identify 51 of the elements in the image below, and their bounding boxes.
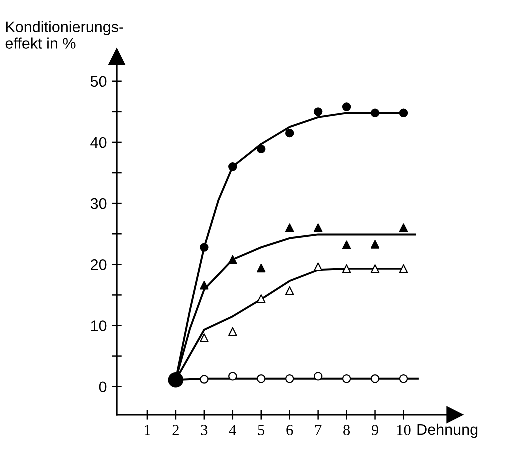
y-axis-title: Konditionierungs- effekt in % [6, 21, 124, 49]
x-tick-label: 10 [397, 425, 411, 436]
x-tick-label: 6 [286, 425, 294, 436]
point [228, 162, 238, 172]
point [342, 264, 352, 274]
point [200, 281, 209, 290]
point [228, 327, 238, 336]
point [200, 334, 209, 342]
point [342, 374, 352, 384]
point [342, 102, 352, 112]
point [399, 374, 408, 384]
point [168, 372, 184, 388]
point [257, 264, 266, 273]
point [257, 144, 266, 154]
point [285, 286, 294, 296]
point [200, 243, 209, 252]
y-tick-label: 40 [90, 137, 107, 148]
point [314, 372, 323, 381]
point [399, 264, 408, 274]
x-tick-label: 7 [316, 425, 322, 436]
point [370, 264, 380, 274]
x-tick-label: 2 [172, 425, 179, 436]
y-tick-label: 20 [91, 260, 107, 270]
point [285, 128, 294, 138]
point [257, 294, 266, 304]
point [370, 108, 380, 118]
point [342, 240, 352, 250]
point [257, 374, 266, 384]
point [370, 374, 380, 384]
point [200, 375, 209, 384]
x-tick-label: 5 [258, 425, 265, 436]
point [314, 262, 323, 272]
point [228, 255, 238, 264]
y-tick-label: 50 [90, 76, 107, 88]
x-tick-label: 3 [201, 425, 208, 436]
x-axis-title: Dehnung [418, 424, 478, 438]
y-tick-label: 30 [90, 198, 107, 210]
point [228, 372, 238, 381]
point [370, 240, 380, 249]
y-tick-label: 0 [99, 382, 107, 393]
point [285, 374, 294, 384]
point [399, 108, 408, 118]
point [314, 224, 323, 232]
point [314, 108, 323, 116]
x-tick-label: 9 [372, 425, 378, 436]
x-tick-label: 1 [144, 425, 150, 436]
y-tick-label: 10 [91, 320, 107, 332]
x-tick-label: 8 [344, 425, 350, 436]
point [285, 224, 294, 232]
point [399, 224, 408, 232]
x-tick-label: 4 [229, 425, 236, 436]
